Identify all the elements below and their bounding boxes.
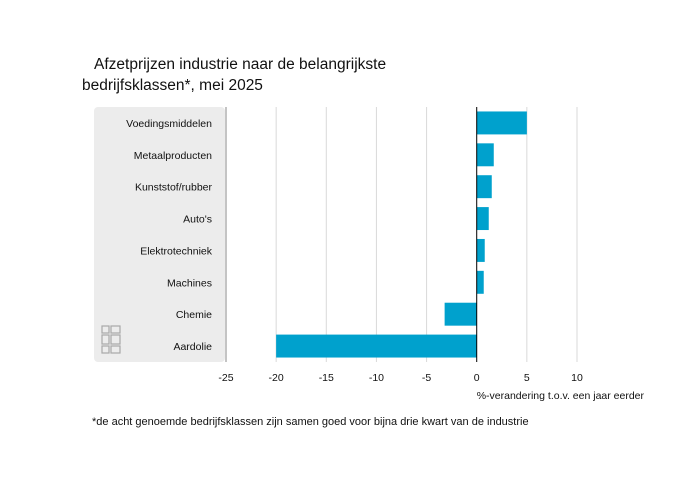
bar — [476, 143, 494, 167]
category-label: Voedingsmiddelen — [126, 118, 212, 130]
bar — [476, 175, 492, 199]
x-tick-label: -25 — [218, 372, 233, 384]
category-label-panel — [94, 107, 225, 362]
x-tick-label: -15 — [319, 372, 334, 384]
bar — [276, 334, 477, 358]
chart-title-line-1: Afzetprijzen industrie naar de belangrij… — [94, 56, 387, 73]
bar — [476, 207, 489, 231]
chart-title-line-2: bedrijfsklassen*, mei 2025 — [82, 77, 263, 94]
x-tick-label: 5 — [524, 372, 530, 384]
chart-title: Afzetprijzen industrie naar de belangrij… — [82, 54, 502, 96]
logo-square — [101, 345, 110, 354]
bar — [476, 111, 527, 135]
x-tick-label: -10 — [369, 372, 384, 384]
logo-square — [101, 334, 110, 345]
bar — [476, 238, 485, 262]
category-label: Kunststof/rubber — [135, 182, 213, 194]
category-label: Aardolie — [173, 341, 212, 353]
x-tick-label: 0 — [474, 372, 480, 384]
category-label: Auto's — [183, 214, 212, 226]
bar — [476, 270, 484, 294]
x-tick-label: 10 — [571, 372, 583, 384]
logo-square — [101, 325, 110, 334]
logo-square — [110, 345, 121, 354]
footnote: *de acht genoemde bedrijfsklassen zijn s… — [92, 416, 529, 428]
logo-square — [110, 325, 121, 334]
cbs-logo-icon — [101, 325, 121, 354]
bar — [444, 302, 477, 326]
x-axis-label: %-verandering t.o.v. een jaar eerder — [477, 390, 645, 402]
category-label: Machines — [167, 277, 212, 289]
x-tick-label: -5 — [422, 372, 431, 384]
x-tick-label: -20 — [269, 372, 284, 384]
category-label: Metaalproducten — [134, 150, 212, 162]
category-label: Chemie — [176, 309, 212, 321]
logo-square — [110, 334, 121, 345]
category-label: Elektrotechniek — [140, 245, 213, 257]
